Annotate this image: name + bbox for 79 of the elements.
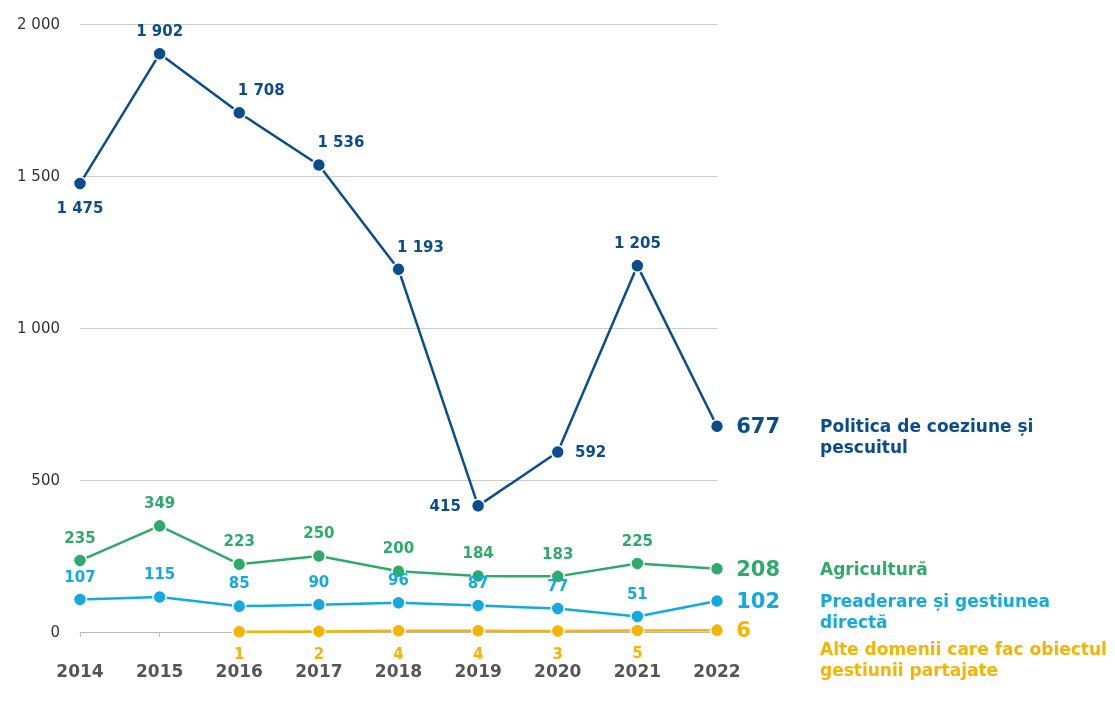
x-tick-label: 2014	[56, 660, 104, 681]
data-label: 77	[547, 576, 569, 595]
point	[232, 624, 247, 639]
x-tick-label: 2020	[534, 660, 582, 681]
data-label: 1 536	[317, 133, 365, 152]
point	[470, 623, 486, 639]
x-tick-label: 2021	[613, 660, 662, 681]
data-label: 5	[632, 644, 643, 663]
point	[391, 262, 406, 277]
point	[311, 548, 327, 564]
point	[152, 46, 167, 62]
point	[709, 418, 725, 434]
point	[152, 589, 167, 605]
text: Agricultură	[820, 558, 928, 579]
data-label: 250	[303, 524, 335, 543]
data-label: 183	[542, 544, 574, 563]
data-label: 1 205	[613, 233, 661, 252]
data-label: 51	[626, 584, 648, 603]
point	[470, 498, 486, 514]
point	[709, 561, 725, 577]
data-label: 4	[472, 644, 484, 663]
point	[630, 623, 645, 638]
data-label: 87	[467, 573, 489, 592]
point	[311, 157, 327, 173]
data-label: 225	[621, 531, 654, 550]
data-label: 3	[552, 644, 563, 663]
text: Preaderare și gestiunea directă	[820, 590, 1051, 632]
data-label: 349	[143, 494, 176, 513]
point	[72, 553, 88, 568]
data-label: 85	[228, 574, 250, 593]
point	[470, 598, 486, 613]
data-label: 208	[736, 556, 781, 581]
x-tick-label: 2022	[693, 660, 741, 681]
y-tick-label: 2 000	[17, 15, 60, 33]
x-tick-label: 2015	[135, 660, 184, 681]
data-label: 1 902	[136, 22, 184, 41]
data-label: 677	[736, 414, 781, 439]
point	[72, 176, 88, 191]
point	[550, 444, 565, 460]
x-tick-label: 2018	[374, 660, 423, 681]
data-label: 184	[462, 544, 494, 563]
x-tick-label: 2019	[454, 660, 502, 681]
text: Alte domenii care fac obiectul gestiunii partajate	[820, 638, 1107, 680]
data-label: 102	[736, 588, 781, 613]
data-label: 1 193	[397, 237, 444, 256]
point	[232, 556, 247, 572]
point	[550, 623, 565, 639]
point	[232, 598, 247, 614]
point	[391, 623, 406, 639]
y-tick-label: 500	[31, 471, 60, 489]
data-label: 223	[223, 532, 255, 551]
point	[391, 595, 406, 611]
data-label: 1 475	[56, 199, 104, 218]
point	[630, 556, 645, 571]
data-label: 200	[382, 539, 415, 558]
data-label: 96	[388, 571, 409, 590]
data-label: 90	[308, 572, 330, 591]
data-label: 4	[393, 644, 404, 663]
point	[550, 601, 565, 616]
text: Politica de coeziune și pescuitul	[820, 416, 1034, 458]
data-label: 592	[575, 443, 607, 462]
y-tick-label: 1 500	[17, 167, 60, 185]
point	[311, 624, 327, 639]
point	[709, 593, 725, 609]
point	[232, 105, 247, 121]
point	[709, 622, 725, 638]
data-label: 107	[64, 567, 96, 586]
point	[630, 609, 645, 624]
data-label: 415	[429, 496, 461, 515]
point	[630, 258, 645, 273]
point	[72, 592, 88, 607]
data-label: 115	[143, 565, 176, 584]
y-tick-label: 0	[50, 623, 60, 641]
data-label: 6	[736, 618, 751, 643]
point	[311, 597, 327, 612]
point	[152, 518, 167, 534]
data-label: 1 708	[237, 81, 285, 100]
data-label: 235	[64, 528, 96, 547]
y-tick-label: 1 000	[17, 319, 60, 337]
